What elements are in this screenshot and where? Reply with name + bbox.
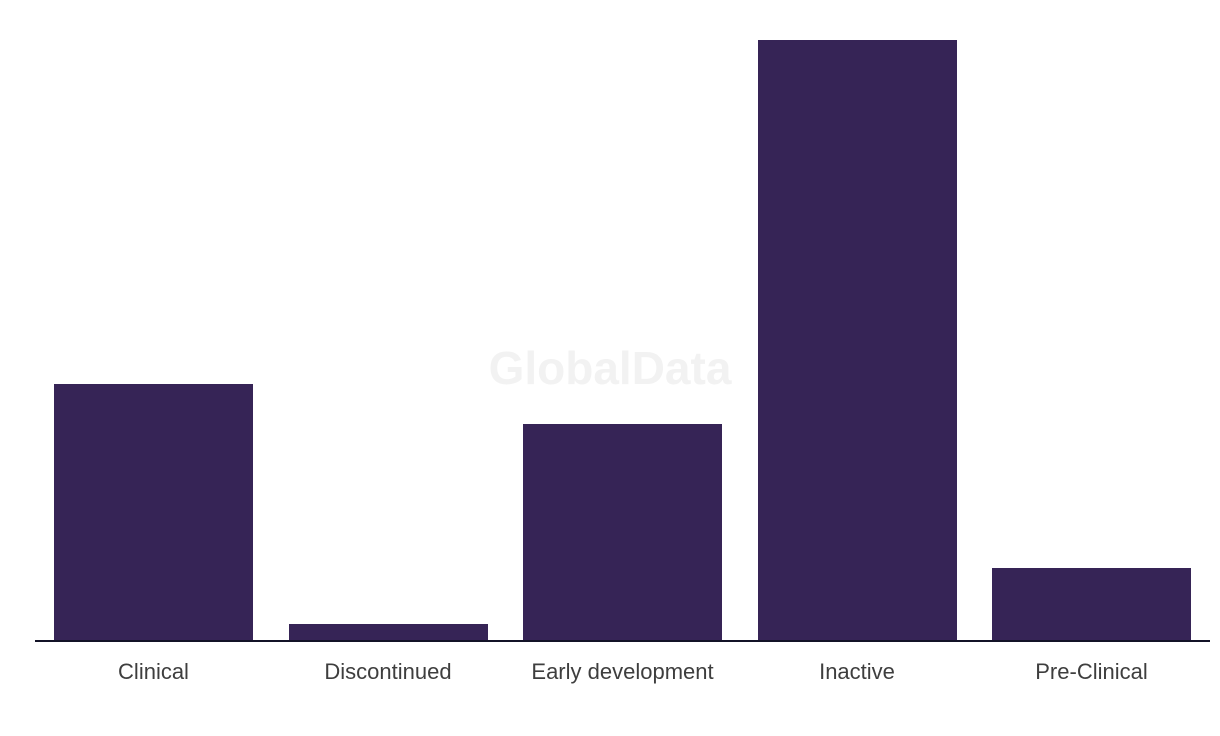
x-axis-label-inactive: Inactive [819, 659, 895, 684]
bar-clinical[interactable] [54, 384, 253, 640]
x-axis-label-pre-clinical: Pre-Clinical [1035, 659, 1148, 684]
x-axis-label-early-development: Early development [531, 659, 714, 684]
bar-early-development[interactable] [523, 424, 722, 640]
bar-discontinued[interactable] [288, 624, 488, 640]
x-axis-line [35, 640, 1210, 642]
x-axis-label-clinical: Clinical [118, 659, 189, 684]
bar-inactive[interactable] [757, 40, 957, 640]
bar-pre-clinical[interactable] [992, 568, 1191, 640]
x-axis-label-discontinued: Discontinued [324, 659, 452, 684]
watermark: GlobalData [488, 342, 732, 394]
